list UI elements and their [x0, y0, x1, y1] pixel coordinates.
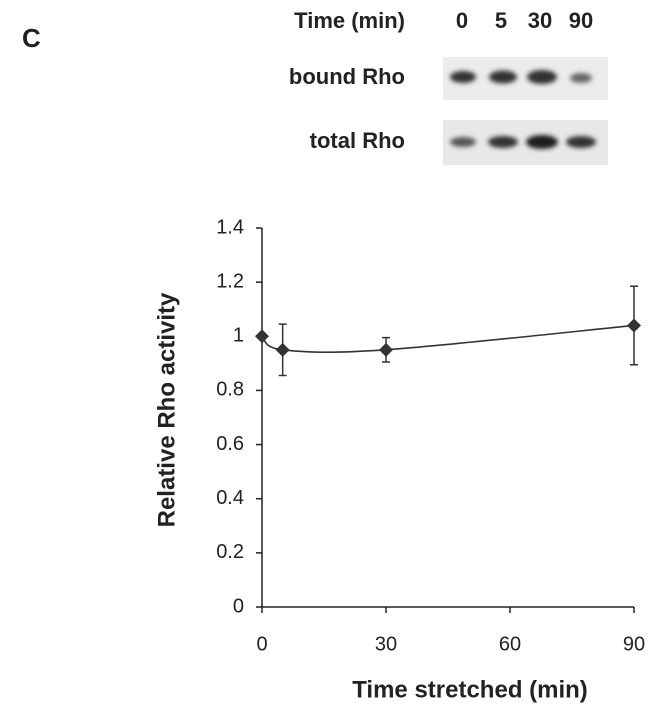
y-tick-label: 1.2 — [216, 270, 244, 292]
band — [489, 70, 517, 84]
blot-row-label: bound Rho — [289, 64, 405, 89]
x-tick-label: 90 — [623, 633, 645, 655]
y-tick-label: 0.6 — [216, 433, 244, 455]
band — [526, 135, 558, 149]
x-axis-title: Time stretched (min) — [352, 676, 588, 703]
blot-image — [443, 57, 608, 165]
lane-label: 0 — [456, 8, 468, 33]
y-tick-label: 0 — [233, 595, 244, 617]
y-tick-label: 1.4 — [216, 216, 244, 238]
x-tick-label: 0 — [256, 633, 267, 655]
y-tick-label: 1 — [233, 325, 244, 347]
blot-header: Time (min) — [294, 8, 405, 33]
band — [488, 136, 518, 148]
y-tick-label: 0.4 — [216, 487, 244, 509]
band — [566, 136, 596, 148]
lane-label: 30 — [528, 8, 552, 33]
data-line — [261, 324, 635, 354]
data-point — [275, 342, 290, 357]
lane-label: 90 — [569, 8, 593, 33]
data-point — [627, 318, 641, 333]
data-point — [379, 342, 393, 357]
band — [450, 137, 476, 147]
plot: 0 0.2 0.4 0.6 0.8 1 1.2 1.4 0 30 60 90 — [216, 216, 645, 655]
band — [527, 70, 557, 84]
y-tick-label: 0.2 — [216, 541, 244, 563]
y-tick-label: 0.8 — [216, 379, 244, 401]
blot-row-label: total Rho — [310, 128, 405, 153]
band — [570, 73, 592, 83]
y-axis-title: Relative Rho activity — [153, 292, 180, 527]
x-tick-label: 30 — [375, 633, 397, 655]
band — [450, 71, 476, 83]
x-tick-label: 60 — [499, 633, 521, 655]
lane-label: 5 — [495, 8, 507, 33]
data-point — [255, 329, 269, 344]
panel-label: C — [22, 23, 41, 53]
